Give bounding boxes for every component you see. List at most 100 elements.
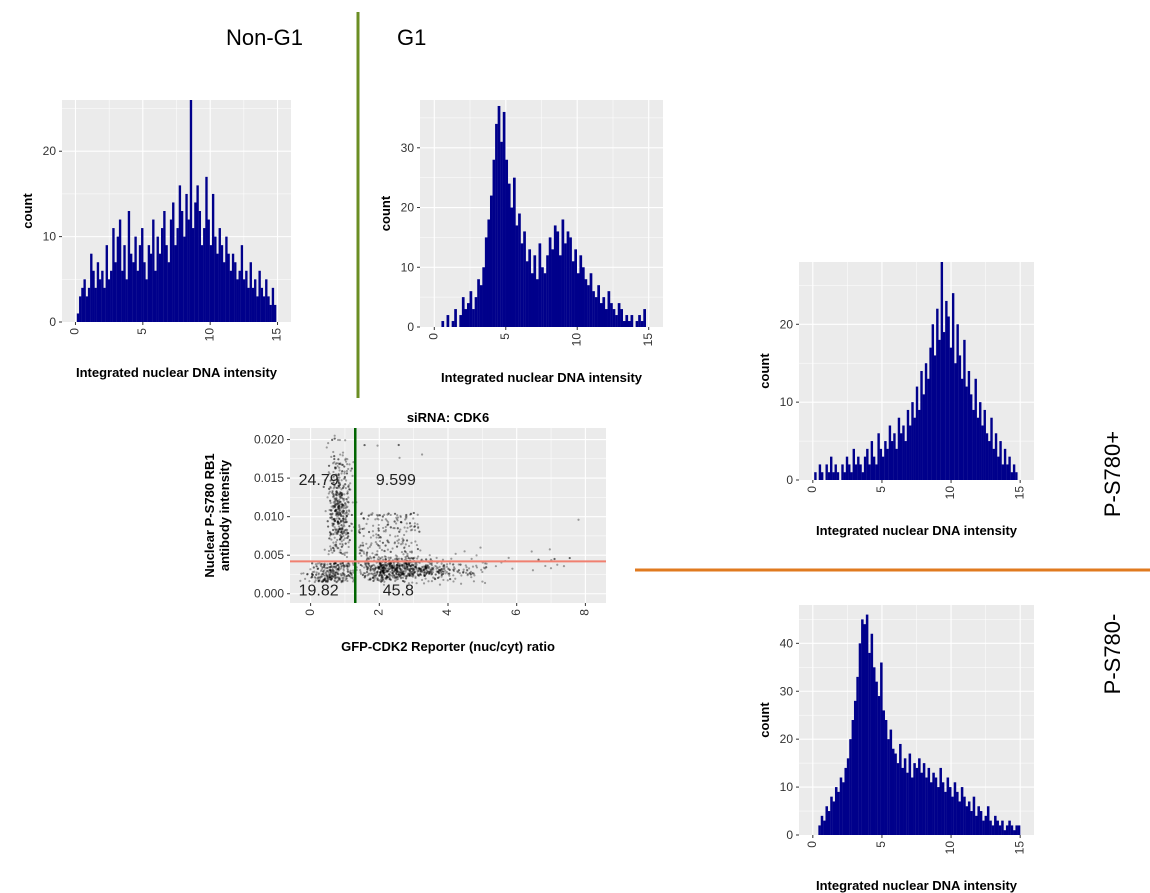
histogram-bar [160, 228, 164, 322]
scatter-point [340, 536, 343, 539]
scatter-point [401, 579, 405, 583]
scatter-point [411, 567, 414, 570]
scatter-point [391, 566, 394, 569]
scatter-point [338, 504, 341, 508]
scatter-point [390, 565, 393, 568]
scatter-point [336, 520, 339, 523]
scatter-point [402, 571, 405, 574]
scatter-point [429, 558, 432, 561]
histogram-bar [861, 472, 865, 480]
scatter-point [335, 497, 338, 501]
scatter-point [423, 571, 426, 574]
scatter-point [396, 534, 399, 538]
histogram-bar [597, 285, 601, 327]
scatter-point [345, 514, 348, 517]
scatter-point [333, 573, 336, 576]
histogram-bar [604, 309, 608, 327]
scatter-point [336, 521, 339, 524]
x-tick-label: 5 [498, 333, 512, 340]
scatter-point [349, 569, 352, 572]
scatter-point [334, 571, 337, 574]
histogram-bar [564, 243, 567, 327]
histogram-bar [850, 472, 853, 480]
scatter-point [342, 523, 345, 527]
scatter-point [456, 570, 459, 573]
scatter-point [333, 454, 336, 458]
scatter-point [369, 578, 372, 581]
scatter-point [331, 568, 334, 571]
scatter-point [367, 530, 371, 534]
scatter-point [409, 564, 412, 568]
scatter-point [382, 578, 385, 581]
x-tick-label: 15 [270, 328, 284, 342]
scatter-point [343, 529, 347, 532]
scatter-point [342, 567, 345, 571]
histogram-bar [851, 720, 855, 835]
scatter-point [400, 550, 404, 554]
scatter-point [399, 520, 403, 524]
scatter-point [396, 576, 399, 579]
scatter-point [383, 571, 386, 574]
histogram-bar [927, 767, 931, 835]
scatter-point [370, 557, 373, 560]
scatter-point [333, 484, 336, 487]
scatter-point [332, 518, 335, 521]
scatter-point [364, 574, 367, 578]
scatter-point [396, 569, 399, 572]
scatter-point [396, 514, 399, 517]
scatter-point [403, 566, 406, 569]
scatter-point [319, 569, 323, 573]
scatter-point [389, 526, 392, 529]
scatter-point [391, 567, 394, 570]
scatter-point [334, 574, 337, 577]
scatter-point [346, 528, 349, 532]
scatter-point [414, 576, 417, 580]
scatter-point [332, 522, 335, 526]
scatter-point [395, 564, 398, 567]
scatter-point [339, 500, 342, 504]
scatter-point [397, 573, 400, 576]
scatter-point [329, 486, 332, 489]
scatter-point [384, 544, 387, 547]
scatter-point [408, 572, 411, 576]
histogram-bar [820, 472, 824, 480]
scatter-point [332, 494, 335, 498]
scatter-point [405, 574, 408, 577]
scatter-point [351, 562, 355, 565]
scatter-point [449, 577, 452, 581]
scatter-point [397, 557, 401, 560]
scatter-point [347, 565, 351, 568]
scatter-point [403, 580, 406, 583]
histogram-bar [836, 472, 840, 480]
scatter-point [315, 565, 318, 568]
scatter-point [378, 514, 382, 517]
scatter-point [386, 523, 390, 526]
scatter-point [403, 580, 406, 583]
scatter-point [409, 550, 412, 554]
scatter-point [448, 574, 451, 577]
histogram-bar [548, 237, 552, 327]
scatter-point [334, 562, 337, 565]
scatter-point [366, 568, 369, 571]
scatter-point [367, 514, 370, 517]
scatter-point [394, 579, 397, 583]
scatter-point [376, 570, 379, 573]
histogram-bar [985, 433, 989, 480]
histogram-bar [965, 386, 968, 480]
scatter-point [327, 574, 331, 577]
histogram-bar [209, 245, 213, 322]
histogram-bar [945, 300, 948, 480]
scatter-point [320, 562, 323, 565]
scatter-point [562, 565, 566, 568]
scatter-point [342, 506, 345, 510]
scatter-point [329, 499, 332, 503]
scatter-point [419, 569, 422, 572]
scatter-point [395, 567, 399, 570]
scatter-point [338, 517, 341, 521]
scatter-point [329, 565, 332, 569]
y-tick-label: 0 [786, 473, 793, 487]
scatter-point [337, 578, 340, 582]
scatter-point [339, 578, 342, 581]
histogram-bar [495, 123, 498, 327]
